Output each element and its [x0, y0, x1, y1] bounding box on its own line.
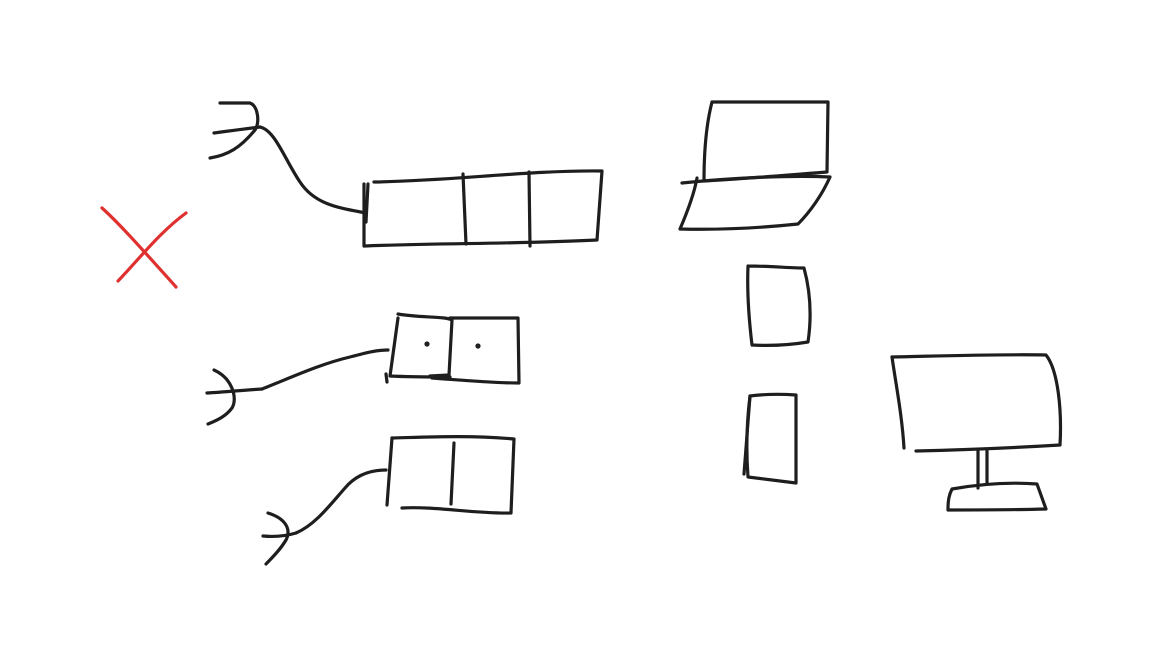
power-plug-top — [208, 101, 262, 160]
monitor — [890, 353, 1063, 512]
socket-dot-right — [475, 343, 481, 349]
power-cable-top — [258, 125, 368, 215]
laptop — [678, 100, 832, 231]
power-plug-middle — [205, 368, 264, 426]
power-strip-3-socket — [362, 169, 604, 248]
cross-mark — [100, 206, 188, 289]
device-box-upper — [746, 264, 812, 347]
power-cable-bottom — [294, 468, 388, 535]
power-strip-2-socket — [385, 435, 516, 515]
power-cable-middle — [260, 348, 390, 391]
device-box-lower — [742, 392, 798, 485]
power-plug-bottom — [261, 511, 298, 566]
power-strip-2-socket-dotted — [384, 312, 521, 385]
socket-dot-left — [424, 341, 430, 347]
